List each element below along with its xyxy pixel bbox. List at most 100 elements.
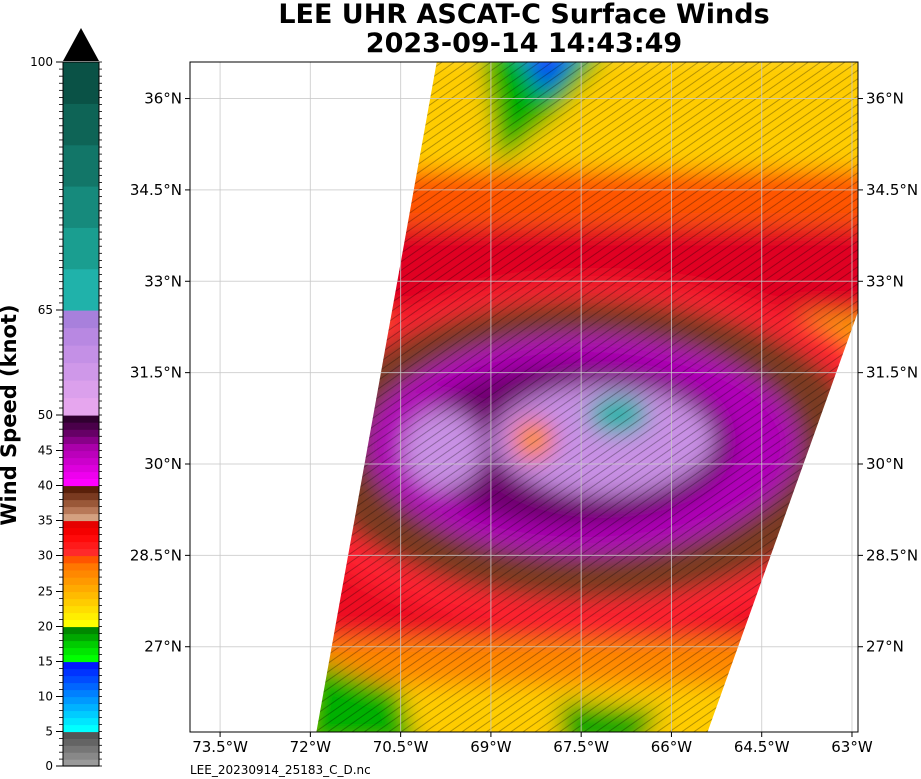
colorbar-swatch <box>63 689 99 698</box>
colorbar-swatch <box>63 527 99 536</box>
lat-label-right: 36°N <box>866 90 904 108</box>
colorbar-tick-label: 0 <box>45 759 53 773</box>
wind-swath <box>316 62 858 732</box>
colorbar-swatch <box>63 626 99 635</box>
colorbar-tick-label: 65 <box>38 303 53 317</box>
lat-label-right: 28.5°N <box>866 546 918 564</box>
colorbar-swatch <box>63 647 99 656</box>
colorbar-swatch <box>63 745 99 753</box>
colorbar-tick-label: 35 <box>38 514 53 528</box>
colorbar-swatch <box>63 227 99 270</box>
colorbar-swatch <box>63 492 99 501</box>
colorbar-tick-label: 15 <box>38 655 53 669</box>
colorbar-swatch <box>63 710 99 719</box>
colorbar-swatch <box>63 717 99 726</box>
colorbar-swatch <box>63 654 99 663</box>
colorbar-tick-label: 45 <box>38 444 53 458</box>
colorbar-swatch <box>63 362 99 381</box>
colorbar-tick-label: 20 <box>38 620 53 634</box>
lat-label-left: 27°N <box>144 638 182 656</box>
colorbar-swatch <box>63 62 99 104</box>
lon-label: 63°W <box>831 738 873 756</box>
colorbar-swatch <box>63 598 99 607</box>
colorbar-swatch <box>63 605 99 614</box>
colorbar-swatch <box>63 310 99 329</box>
colorbar-swatch <box>63 696 99 705</box>
colorbar-swatch <box>63 103 99 146</box>
colorbar-tick-label: 100 <box>30 55 53 69</box>
colorbar-swatch <box>63 548 99 557</box>
colorbar-swatch <box>63 724 99 733</box>
colorbar-swatch <box>63 268 99 311</box>
lat-label-right: 34.5°N <box>866 181 918 199</box>
title-line-1: LEE UHR ASCAT-C Surface Winds <box>278 0 770 30</box>
lat-label-left: 33°N <box>144 272 182 290</box>
colorbar-swatch <box>63 499 99 508</box>
lat-label-left: 36°N <box>144 90 182 108</box>
lat-label-left: 30°N <box>144 455 182 473</box>
colorbar-swatch <box>63 443 99 452</box>
lat-label-left: 28.5°N <box>130 546 182 564</box>
colorbar-swatch <box>63 520 99 529</box>
colorbar-frame <box>62 61 100 767</box>
colorbar-ticks: 0 5 10 15 20 25 30 35 40 45 50 65 100 <box>30 55 102 773</box>
colorbar-swatch <box>63 682 99 691</box>
colorbar: 0 5 10 15 20 25 30 35 40 45 50 65 100 Wind Speed (kn… <box>0 28 102 773</box>
lon-label: 72°W <box>290 738 332 756</box>
colorbar-swatch <box>63 345 99 364</box>
colorbar-swatch <box>63 429 99 437</box>
title-line-2: 2023-09-14 14:43:49 <box>365 28 683 59</box>
colorbar-swatch <box>63 612 99 621</box>
colorbar-swatch <box>63 534 99 543</box>
colorbar-swatch <box>63 380 99 399</box>
colorbar-swatch <box>63 562 99 571</box>
lon-label: 66°W <box>651 738 693 756</box>
colorbar-swatch <box>63 555 99 564</box>
colorbar-tick-label: 5 <box>45 725 53 739</box>
colorbar-swatch <box>63 457 99 466</box>
colorbar-segments <box>63 62 99 767</box>
lon-label: 70.5°W <box>373 738 429 756</box>
colorbar-swatch <box>63 478 99 487</box>
colorbar-swatch <box>63 738 99 746</box>
colorbar-swatch <box>63 415 99 423</box>
graticule-overlay <box>190 62 858 732</box>
lat-label-right: 30°N <box>866 455 904 473</box>
colorbar-swatch <box>63 675 99 684</box>
colorbar-swatch <box>63 731 99 739</box>
map-frame <box>189 61 859 733</box>
lat-label-right: 33°N <box>866 272 904 290</box>
lon-label: 73.5°W <box>192 738 248 756</box>
colorbar-tick-label: 10 <box>38 690 53 704</box>
colorbar-swatch <box>63 668 99 677</box>
lat-label-right: 27°N <box>866 638 904 656</box>
axis-labels: 73.5°W 72°W 70.5°W 69°W 67.5°W 66°W 64.5°W 63°W… <box>130 90 918 756</box>
colorbar-tick-label: 30 <box>38 549 53 563</box>
colorbar-swatch <box>63 422 99 430</box>
colorbar-swatch <box>63 464 99 473</box>
colorbar-swatch <box>63 759 99 767</box>
colorbar-swatch <box>63 661 99 670</box>
colorbar-tick-label: 40 <box>38 479 53 493</box>
colorbar-swatch <box>63 327 99 346</box>
colorbar-swatch <box>63 186 99 228</box>
colorbar-swatch <box>63 541 99 550</box>
colorbar-label: Wind Speed (knot) <box>0 304 21 525</box>
colorbar-tick-label: 25 <box>38 585 53 599</box>
colorbar-swatch <box>63 144 99 187</box>
colorbar-swatch <box>63 485 99 494</box>
colorbar-swatch <box>63 577 99 585</box>
colorbar-max-arrow <box>63 28 99 61</box>
colorbar-swatch <box>63 436 99 444</box>
colorbar-swatch <box>63 471 99 480</box>
colorbar-swatch <box>63 397 99 416</box>
colorbar-swatch <box>63 584 99 593</box>
colorbar-swatch <box>63 752 99 760</box>
colorbar-swatch <box>63 506 99 515</box>
lon-label: 67.5°W <box>553 738 609 756</box>
colorbar-swatch <box>63 633 99 642</box>
colorbar-swatch <box>63 703 99 712</box>
lat-label-left: 34.5°N <box>130 181 182 199</box>
lon-label: 69°W <box>470 738 512 756</box>
lat-label-right: 31.5°N <box>866 364 918 382</box>
